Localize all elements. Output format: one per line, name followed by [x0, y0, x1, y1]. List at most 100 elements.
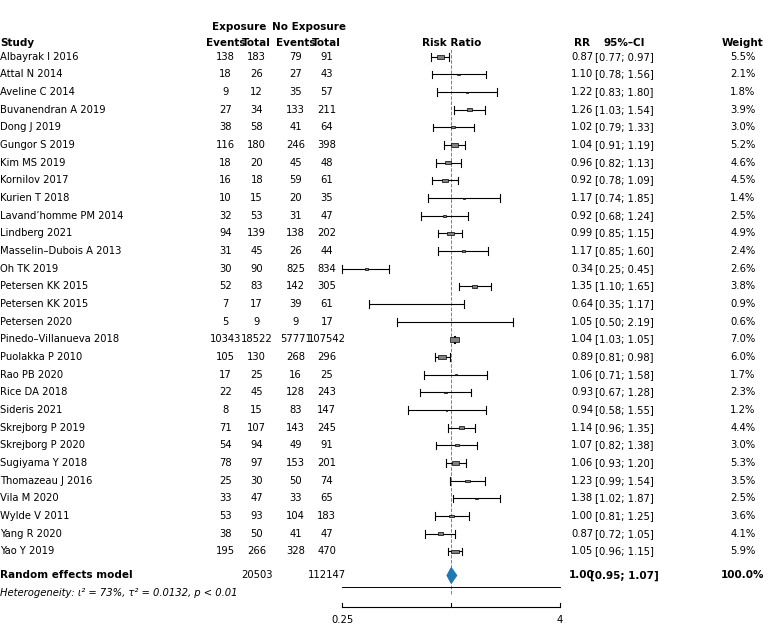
Text: 243: 243: [317, 387, 336, 398]
Text: 1.05: 1.05: [571, 546, 593, 557]
Text: [0.83; 1.80]: [0.83; 1.80]: [594, 87, 654, 97]
Text: 50: 50: [251, 529, 263, 539]
Text: Events: Events: [276, 38, 315, 48]
Text: 9: 9: [254, 317, 260, 327]
Text: Weight: Weight: [722, 38, 764, 48]
Text: 20503: 20503: [241, 570, 272, 581]
Text: Masselin–Dubois A 2013: Masselin–Dubois A 2013: [0, 246, 121, 256]
Text: 34: 34: [251, 105, 263, 115]
Text: Petersen KK 2015: Petersen KK 2015: [0, 299, 88, 309]
Text: [0.81; 0.98]: [0.81; 0.98]: [594, 352, 654, 362]
Text: [0.91; 1.19]: [0.91; 1.19]: [594, 140, 654, 150]
Text: 25: 25: [321, 370, 333, 380]
Text: Exposure: Exposure: [212, 22, 266, 32]
Text: [0.82; 1.38]: [0.82; 1.38]: [594, 440, 654, 451]
Text: 16: 16: [219, 175, 232, 186]
Text: 0.87: 0.87: [571, 52, 593, 62]
Text: Events: Events: [206, 38, 245, 48]
FancyBboxPatch shape: [449, 515, 454, 517]
Text: 25: 25: [219, 476, 232, 486]
Text: 53: 53: [251, 211, 263, 221]
Text: 470: 470: [317, 546, 336, 557]
Text: 45: 45: [289, 158, 302, 168]
Text: 0.93: 0.93: [571, 387, 593, 398]
Text: 180: 180: [247, 140, 266, 150]
Text: 53: 53: [219, 511, 232, 521]
Text: 4: 4: [557, 615, 563, 625]
Text: No Exposure: No Exposure: [272, 22, 346, 32]
Text: 2.3%: 2.3%: [731, 387, 755, 398]
Text: 93: 93: [251, 511, 263, 521]
Text: 78: 78: [219, 458, 232, 468]
Text: [0.96; 1.15]: [0.96; 1.15]: [594, 546, 654, 557]
Text: 18522: 18522: [241, 334, 272, 345]
Text: 45: 45: [251, 246, 263, 256]
Text: 16: 16: [289, 370, 302, 380]
Text: [0.77; 0.97]: [0.77; 0.97]: [594, 52, 654, 62]
Text: 183: 183: [317, 511, 336, 521]
FancyBboxPatch shape: [451, 550, 459, 553]
Text: 112147: 112147: [307, 570, 346, 581]
Text: 17: 17: [321, 317, 333, 327]
Text: 1.17: 1.17: [571, 193, 593, 203]
Text: 398: 398: [317, 140, 336, 150]
Text: Total: Total: [312, 38, 342, 48]
Text: 58: 58: [251, 122, 263, 133]
Text: Albayrak I 2016: Albayrak I 2016: [0, 52, 79, 62]
Text: 128: 128: [286, 387, 305, 398]
Text: 183: 183: [247, 52, 266, 62]
Text: Aveline C 2014: Aveline C 2014: [0, 87, 75, 97]
Text: 4.9%: 4.9%: [731, 228, 755, 239]
Text: 83: 83: [289, 405, 302, 415]
Text: 202: 202: [317, 228, 336, 239]
Text: 17: 17: [219, 370, 232, 380]
Text: 38: 38: [219, 529, 232, 539]
Text: Skrejborg P 2020: Skrejborg P 2020: [0, 440, 85, 451]
Text: 33: 33: [219, 493, 232, 504]
Text: 1.10: 1.10: [571, 69, 593, 80]
Text: 4.4%: 4.4%: [731, 423, 755, 433]
Text: 0.64: 0.64: [571, 299, 593, 309]
Text: 91: 91: [321, 440, 333, 451]
Text: 54: 54: [219, 440, 232, 451]
Text: 1.7%: 1.7%: [731, 370, 755, 380]
Text: 3.8%: 3.8%: [731, 281, 755, 292]
Text: 74: 74: [321, 476, 333, 486]
Text: Study: Study: [0, 38, 34, 48]
Text: 90: 90: [251, 264, 263, 274]
Text: [0.93; 1.20]: [0.93; 1.20]: [594, 458, 654, 468]
Text: 25: 25: [251, 370, 263, 380]
Text: Lavand’homme PM 2014: Lavand’homme PM 2014: [0, 211, 124, 221]
Text: 0.9%: 0.9%: [731, 299, 755, 309]
Text: Buvanendran A 2019: Buvanendran A 2019: [0, 105, 106, 115]
Text: [0.99; 1.54]: [0.99; 1.54]: [594, 476, 654, 486]
Text: 57: 57: [321, 87, 333, 97]
Text: Thomazeau J 2016: Thomazeau J 2016: [0, 476, 93, 486]
Text: 211: 211: [317, 105, 336, 115]
Text: 1.26: 1.26: [571, 105, 593, 115]
Text: 133: 133: [286, 105, 305, 115]
FancyBboxPatch shape: [442, 179, 447, 182]
Text: Sideris 2021: Sideris 2021: [0, 405, 62, 415]
Text: 296: 296: [317, 352, 336, 362]
Text: 1.2%: 1.2%: [731, 405, 755, 415]
FancyBboxPatch shape: [452, 461, 459, 465]
Text: 4.1%: 4.1%: [731, 529, 755, 539]
Text: 47: 47: [321, 211, 333, 221]
FancyBboxPatch shape: [475, 498, 478, 499]
Text: 94: 94: [219, 228, 232, 239]
Text: [0.96; 1.35]: [0.96; 1.35]: [594, 423, 654, 433]
Text: 9: 9: [293, 317, 299, 327]
Text: 18: 18: [219, 158, 232, 168]
Text: 5.2%: 5.2%: [731, 140, 755, 150]
Text: 10: 10: [219, 193, 232, 203]
Text: RR: RR: [574, 38, 590, 48]
FancyBboxPatch shape: [457, 74, 460, 75]
FancyBboxPatch shape: [447, 232, 454, 235]
Text: 2.6%: 2.6%: [731, 264, 755, 274]
FancyBboxPatch shape: [451, 143, 457, 147]
Text: 5.3%: 5.3%: [731, 458, 755, 468]
Text: [0.85; 1.60]: [0.85; 1.60]: [594, 246, 654, 256]
Text: [1.03; 1.54]: [1.03; 1.54]: [594, 105, 654, 115]
Text: 0.6%: 0.6%: [731, 317, 755, 327]
